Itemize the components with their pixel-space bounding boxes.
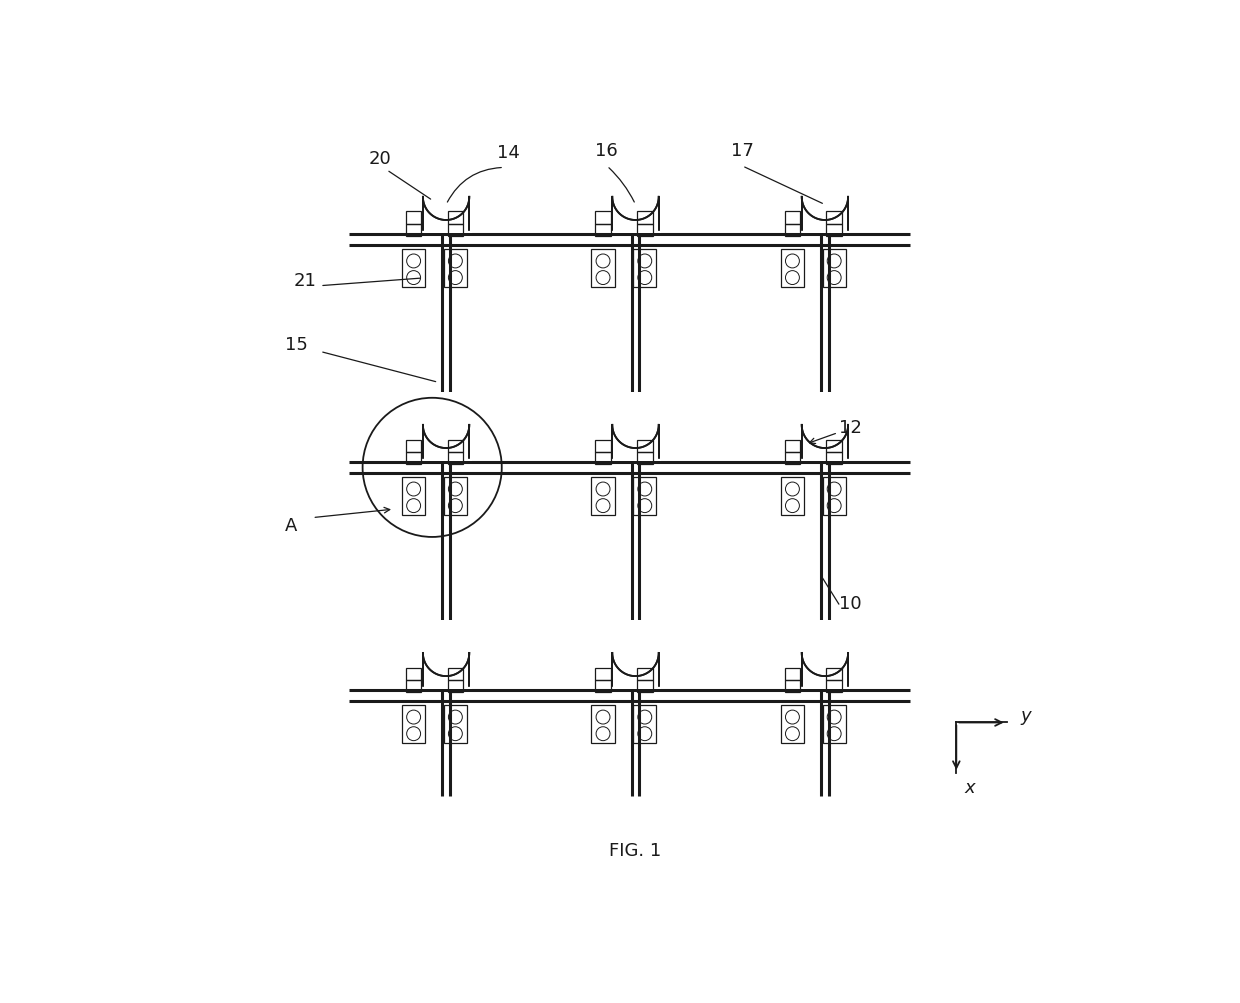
Bar xyxy=(595,213,611,225)
Text: y: y xyxy=(1021,706,1032,724)
Bar xyxy=(420,164,471,234)
Text: 17: 17 xyxy=(730,142,754,160)
Bar xyxy=(785,225,800,237)
Bar xyxy=(595,225,611,237)
Bar xyxy=(634,705,656,743)
Bar xyxy=(448,213,463,225)
Bar xyxy=(420,392,471,461)
Bar xyxy=(591,705,615,743)
Text: 21: 21 xyxy=(293,271,316,289)
Text: 15: 15 xyxy=(285,335,309,353)
Bar xyxy=(826,680,842,693)
Bar xyxy=(448,668,463,680)
Bar xyxy=(634,477,656,516)
Bar xyxy=(826,440,842,452)
Bar xyxy=(402,705,425,743)
Bar xyxy=(595,668,611,680)
Bar xyxy=(637,680,652,693)
Bar xyxy=(448,452,463,464)
Bar xyxy=(637,452,652,464)
Bar xyxy=(637,213,652,225)
Text: 16: 16 xyxy=(595,142,618,160)
Bar xyxy=(781,477,804,516)
Bar xyxy=(781,250,804,288)
Bar xyxy=(785,213,800,225)
Bar xyxy=(822,250,846,288)
Bar xyxy=(595,452,611,464)
Bar xyxy=(444,250,467,288)
Text: x: x xyxy=(965,778,976,795)
Bar xyxy=(402,250,425,288)
Bar xyxy=(800,164,851,234)
Bar xyxy=(448,225,463,237)
Bar xyxy=(826,225,842,237)
Text: A: A xyxy=(285,517,298,535)
Bar xyxy=(448,680,463,693)
Bar xyxy=(595,680,611,693)
Bar xyxy=(822,705,846,743)
Bar xyxy=(637,668,652,680)
Bar xyxy=(405,440,422,452)
Bar xyxy=(785,680,800,693)
Bar xyxy=(402,477,425,516)
Bar xyxy=(637,440,652,452)
Bar xyxy=(444,705,467,743)
Text: FIG. 1: FIG. 1 xyxy=(609,842,662,860)
Text: 14: 14 xyxy=(496,143,520,161)
Bar xyxy=(637,225,652,237)
Bar xyxy=(610,620,661,689)
Text: 12: 12 xyxy=(839,418,862,436)
Bar xyxy=(405,213,422,225)
Bar xyxy=(591,477,615,516)
Bar xyxy=(405,225,422,237)
Bar xyxy=(405,452,422,464)
Bar xyxy=(634,250,656,288)
Bar xyxy=(610,392,661,461)
Bar xyxy=(405,680,422,693)
Bar xyxy=(826,668,842,680)
Bar xyxy=(420,620,471,689)
Bar xyxy=(822,477,846,516)
Bar xyxy=(826,213,842,225)
Bar xyxy=(444,477,467,516)
Bar xyxy=(800,620,851,689)
Bar xyxy=(405,668,422,680)
Bar xyxy=(610,164,661,234)
Bar xyxy=(448,440,463,452)
Bar xyxy=(781,705,804,743)
Bar xyxy=(785,452,800,464)
Text: 20: 20 xyxy=(370,150,392,168)
Bar xyxy=(785,668,800,680)
Bar xyxy=(826,452,842,464)
Bar xyxy=(785,440,800,452)
Bar xyxy=(591,250,615,288)
Text: 10: 10 xyxy=(839,594,862,612)
Bar xyxy=(800,392,851,461)
Bar xyxy=(595,440,611,452)
